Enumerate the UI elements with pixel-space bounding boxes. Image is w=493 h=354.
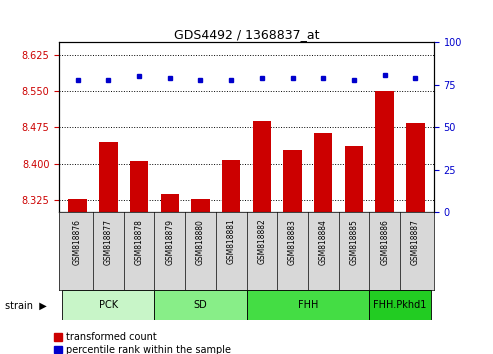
- Text: GSM818879: GSM818879: [165, 219, 174, 265]
- Bar: [154, 290, 246, 320]
- Text: GSM818878: GSM818878: [135, 219, 143, 264]
- Text: FHH: FHH: [298, 300, 318, 310]
- Bar: [161, 194, 179, 212]
- Text: PCK: PCK: [99, 300, 118, 310]
- Text: FHH.Pkhd1: FHH.Pkhd1: [373, 300, 427, 310]
- Bar: [69, 199, 87, 212]
- Text: strain  ▶: strain ▶: [5, 300, 47, 310]
- Bar: [222, 160, 241, 212]
- Text: GSM818885: GSM818885: [350, 219, 358, 264]
- Text: SD: SD: [194, 300, 208, 310]
- Text: GSM818882: GSM818882: [257, 219, 266, 264]
- Bar: [246, 290, 369, 320]
- Text: GSM818881: GSM818881: [227, 219, 236, 264]
- Bar: [130, 161, 148, 212]
- Title: GDS4492 / 1368837_at: GDS4492 / 1368837_at: [174, 28, 319, 41]
- Bar: [314, 133, 332, 212]
- Text: GSM818886: GSM818886: [380, 219, 389, 264]
- Bar: [406, 122, 424, 212]
- Bar: [252, 121, 271, 212]
- Text: GSM818884: GSM818884: [319, 219, 328, 264]
- Text: GSM818877: GSM818877: [104, 219, 113, 265]
- Bar: [376, 91, 394, 212]
- Bar: [191, 199, 210, 212]
- Bar: [345, 146, 363, 212]
- Text: GSM818880: GSM818880: [196, 219, 205, 264]
- Bar: [369, 290, 431, 320]
- Bar: [62, 290, 154, 320]
- Legend: transformed count, percentile rank within the sample: transformed count, percentile rank withi…: [54, 332, 231, 354]
- Text: GSM818876: GSM818876: [73, 219, 82, 265]
- Bar: [99, 142, 117, 212]
- Text: GSM818883: GSM818883: [288, 219, 297, 264]
- Bar: [283, 150, 302, 212]
- Text: GSM818887: GSM818887: [411, 219, 420, 264]
